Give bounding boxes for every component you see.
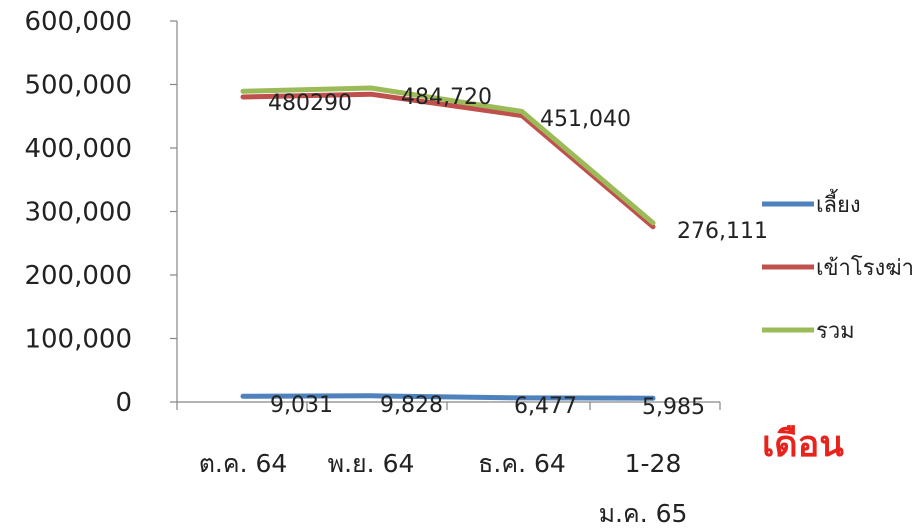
data-label: 9,828: [380, 393, 443, 418]
y-tick-label: 0: [115, 388, 132, 418]
x-tick-label: ม.ค. 65: [599, 499, 688, 528]
y-tick-label: 200,000: [24, 261, 132, 291]
legend-label: เลี้ยง: [816, 189, 861, 218]
y-tick-label: 300,000: [24, 198, 132, 228]
data-label: 6,477: [514, 394, 577, 419]
x-axis: ต.ค. 64 พ.ย. 64 ธ.ค. 64 1-28 ม.ค. 65: [176, 401, 721, 528]
y-tick-label: 500,000: [24, 71, 132, 101]
data-label: 484,720: [401, 85, 492, 110]
data-label: 276,111: [677, 219, 768, 244]
x-axis-title: เดือน: [762, 424, 844, 465]
series-lines: [240, 85, 656, 401]
x-tick-label: ต.ค. 64: [199, 449, 288, 478]
data-label: 480290: [268, 91, 352, 116]
legend-label: เข้าโรงฆ่า: [816, 255, 914, 281]
x-tick-label: ธ.ค. 64: [478, 449, 566, 478]
y-tick-label: 100,000: [24, 325, 132, 355]
y-tick-label: 600,000: [24, 7, 132, 37]
data-label: 5,985: [642, 395, 705, 420]
data-label: 9,031: [270, 393, 333, 418]
y-tick-label: 400,000: [24, 134, 132, 164]
series-line: [240, 91, 656, 230]
data-labels: 9,031 9,828 6,477 5,985 480290 484,720 451,040…: [268, 85, 768, 420]
y-axis: 0 100,000 200,000 300,000 400,000 500,000 600,…: [24, 7, 178, 418]
x-tick-label: 1-28: [625, 449, 682, 478]
series-line: [240, 393, 656, 401]
legend-label: รวม: [816, 319, 855, 344]
data-label: 451,040: [540, 107, 631, 132]
series-line: [240, 85, 656, 226]
x-tick-label: พ.ย. 64: [328, 449, 415, 478]
